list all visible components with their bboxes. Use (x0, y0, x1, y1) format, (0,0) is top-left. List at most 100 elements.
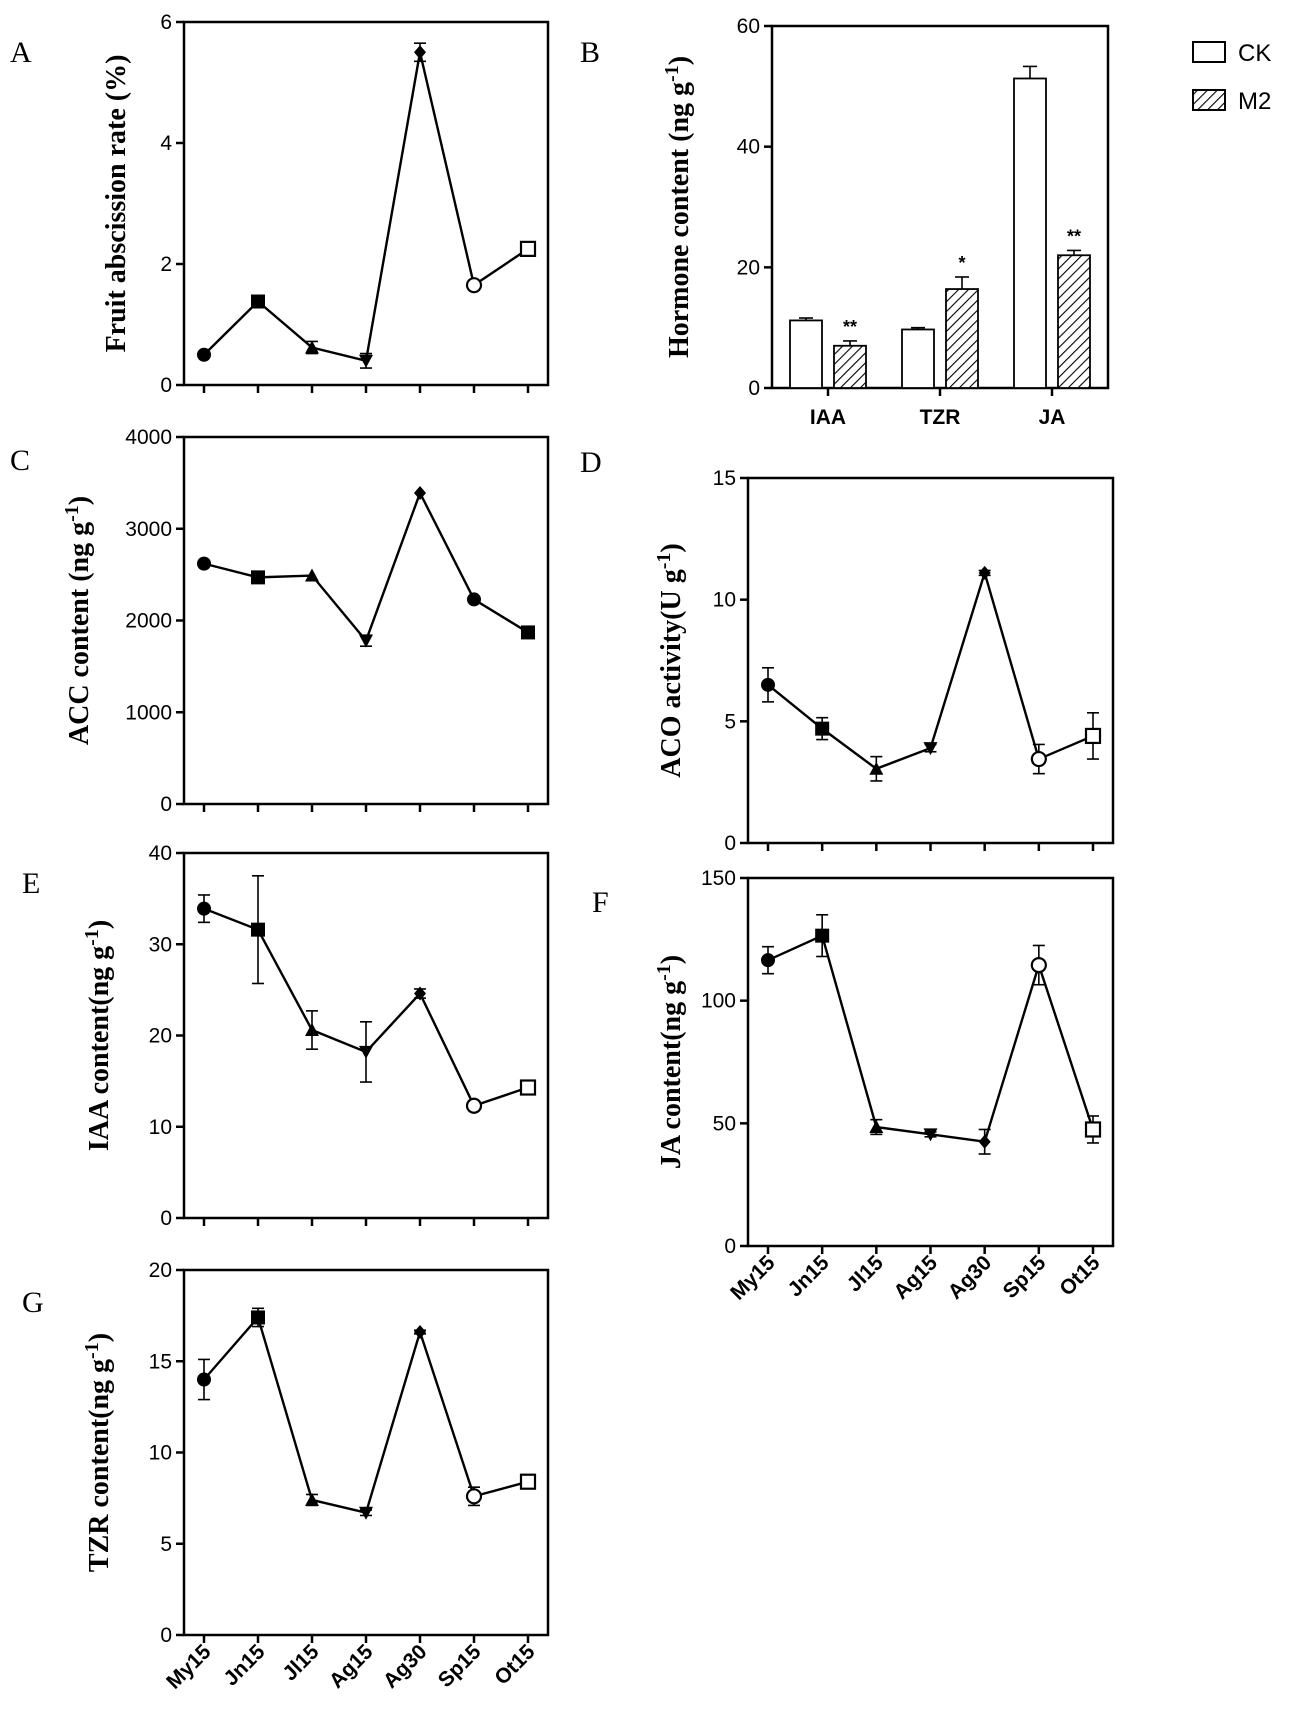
legend-label-ck: CK (1238, 40, 1271, 67)
data-point (519, 1079, 537, 1096)
data-point (305, 340, 319, 354)
bar-m2 (833, 344, 867, 389)
data-point (359, 1045, 373, 1059)
significance-mark: ** (1067, 226, 1081, 246)
data-point (251, 1310, 265, 1325)
data-point (1084, 727, 1102, 745)
legend: CK M2 (1192, 40, 1271, 115)
data-point (519, 1473, 537, 1490)
x-tick-label: TZR (920, 406, 961, 429)
y-tick-label: 50 (713, 1112, 736, 1135)
significance-mark: ** (843, 317, 857, 337)
data-point (1084, 1121, 1102, 1138)
y-tick-label: 20 (149, 1259, 172, 1282)
y-axis-label: TZR content(ng g-1) (81, 1333, 115, 1572)
legend-swatch-m2 (1192, 89, 1226, 111)
data-point (1030, 956, 1047, 974)
bar-m2 (945, 288, 979, 389)
x-tick-label: Jl15 (278, 1640, 323, 1685)
data-point (359, 354, 373, 368)
y-tick-label: 10 (149, 1116, 172, 1139)
y-tick-label: 4000 (125, 426, 172, 449)
data-point (305, 568, 319, 582)
panel-letter: G (22, 1286, 44, 1319)
data-point (251, 570, 265, 585)
x-tick-label: My15 (726, 1251, 780, 1305)
data-point (251, 294, 265, 309)
y-tick-label: 15 (713, 467, 736, 490)
data-point (815, 928, 830, 943)
panel-letter: D (580, 446, 602, 479)
y-axis-label: Hormone content (ng g-1) (661, 56, 695, 358)
data-point (923, 742, 938, 756)
x-tick-label: Jn15 (219, 1640, 269, 1690)
panel-letter: E (22, 867, 40, 900)
data-point (761, 953, 775, 968)
y-tick-label: 20 (149, 1025, 172, 1048)
data-point (414, 485, 426, 500)
y-tick-label: 0 (160, 793, 172, 816)
data-point (414, 45, 426, 60)
data-point (761, 677, 775, 692)
plot-frame (746, 876, 1115, 1248)
panel-letter: A (10, 36, 32, 69)
y-tick-label: 0 (160, 374, 172, 397)
panel-letter: F (592, 886, 609, 919)
y-tick-label: 2 (160, 253, 172, 276)
plot-frame (746, 476, 1115, 845)
data-point (359, 634, 373, 648)
bar-m2 (1057, 254, 1091, 389)
x-tick-label: JA (1039, 406, 1066, 429)
y-tick-label: 0 (160, 1624, 172, 1647)
y-tick-label: 0 (748, 377, 760, 400)
data-point (465, 1097, 483, 1114)
data-point (1030, 750, 1047, 768)
y-tick-label: 1000 (125, 701, 172, 724)
y-tick-label: 100 (701, 990, 736, 1013)
data-point (197, 347, 211, 362)
data-point (978, 1134, 991, 1149)
y-tick-label: 40 (149, 842, 172, 865)
chart-panel-a: A Fruit abscission rate (%) 0 2 4 6 (10, 11, 550, 397)
x-tick-label: Sp15 (999, 1251, 1051, 1303)
y-tick-label: 2000 (125, 610, 172, 633)
y-tick-label: 40 (737, 136, 760, 159)
x-tick-label: IAA (810, 406, 846, 429)
chart-panel-f: F JA content(ng g-1) 0 50 100 150 My15 Jn15 Jl15… (592, 867, 1115, 1305)
chart-panel-g: G TZR content(ng g-1) 0 5 10 15 20 My15 Jn15 Jl15… (22, 1259, 550, 1694)
y-tick-label: 5 (724, 710, 736, 733)
data-point (467, 592, 481, 607)
y-tick-label: 3000 (125, 518, 172, 541)
legend-swatch-ck (1192, 41, 1226, 63)
y-tick-label: 0 (724, 1235, 736, 1258)
x-tick-label: Ag30 (944, 1251, 997, 1304)
data-point (521, 625, 535, 640)
data-point (251, 922, 265, 937)
plot-frame (182, 20, 550, 387)
data-point (519, 240, 537, 257)
bar-ck (789, 319, 823, 389)
bar-ck (901, 328, 935, 389)
data-point (869, 761, 884, 775)
data-point (197, 556, 211, 571)
series-line (203, 1315, 529, 1515)
y-tick-label: 15 (149, 1350, 172, 1373)
y-tick-label: 4 (160, 132, 172, 155)
chart-panel-d: D ACO activity(U g-1) 0 5 10 15 (580, 446, 1115, 855)
y-tick-label: 0 (160, 1207, 172, 1230)
data-point (978, 565, 991, 580)
y-tick-label: 150 (701, 867, 736, 890)
x-tick-label: Ag15 (325, 1640, 378, 1693)
series-line (203, 489, 529, 644)
x-tick-label: Ot15 (490, 1640, 540, 1690)
y-tick-label: 10 (713, 589, 736, 612)
plot-frame (182, 1268, 550, 1637)
y-axis-label: JA content(ng g-1) (653, 955, 687, 1169)
panels: A Fruit abscission rate (%) 0 2 4 6 B Hormone c… (10, 11, 1115, 1694)
x-tick-label: Ag30 (379, 1640, 432, 1693)
chart-panel-e: E IAA content(ng g-1) 0 10 20 30 40 (22, 842, 550, 1230)
y-tick-label: 60 (737, 15, 760, 38)
panel-letter: B (580, 36, 600, 69)
data-point (869, 1120, 884, 1134)
